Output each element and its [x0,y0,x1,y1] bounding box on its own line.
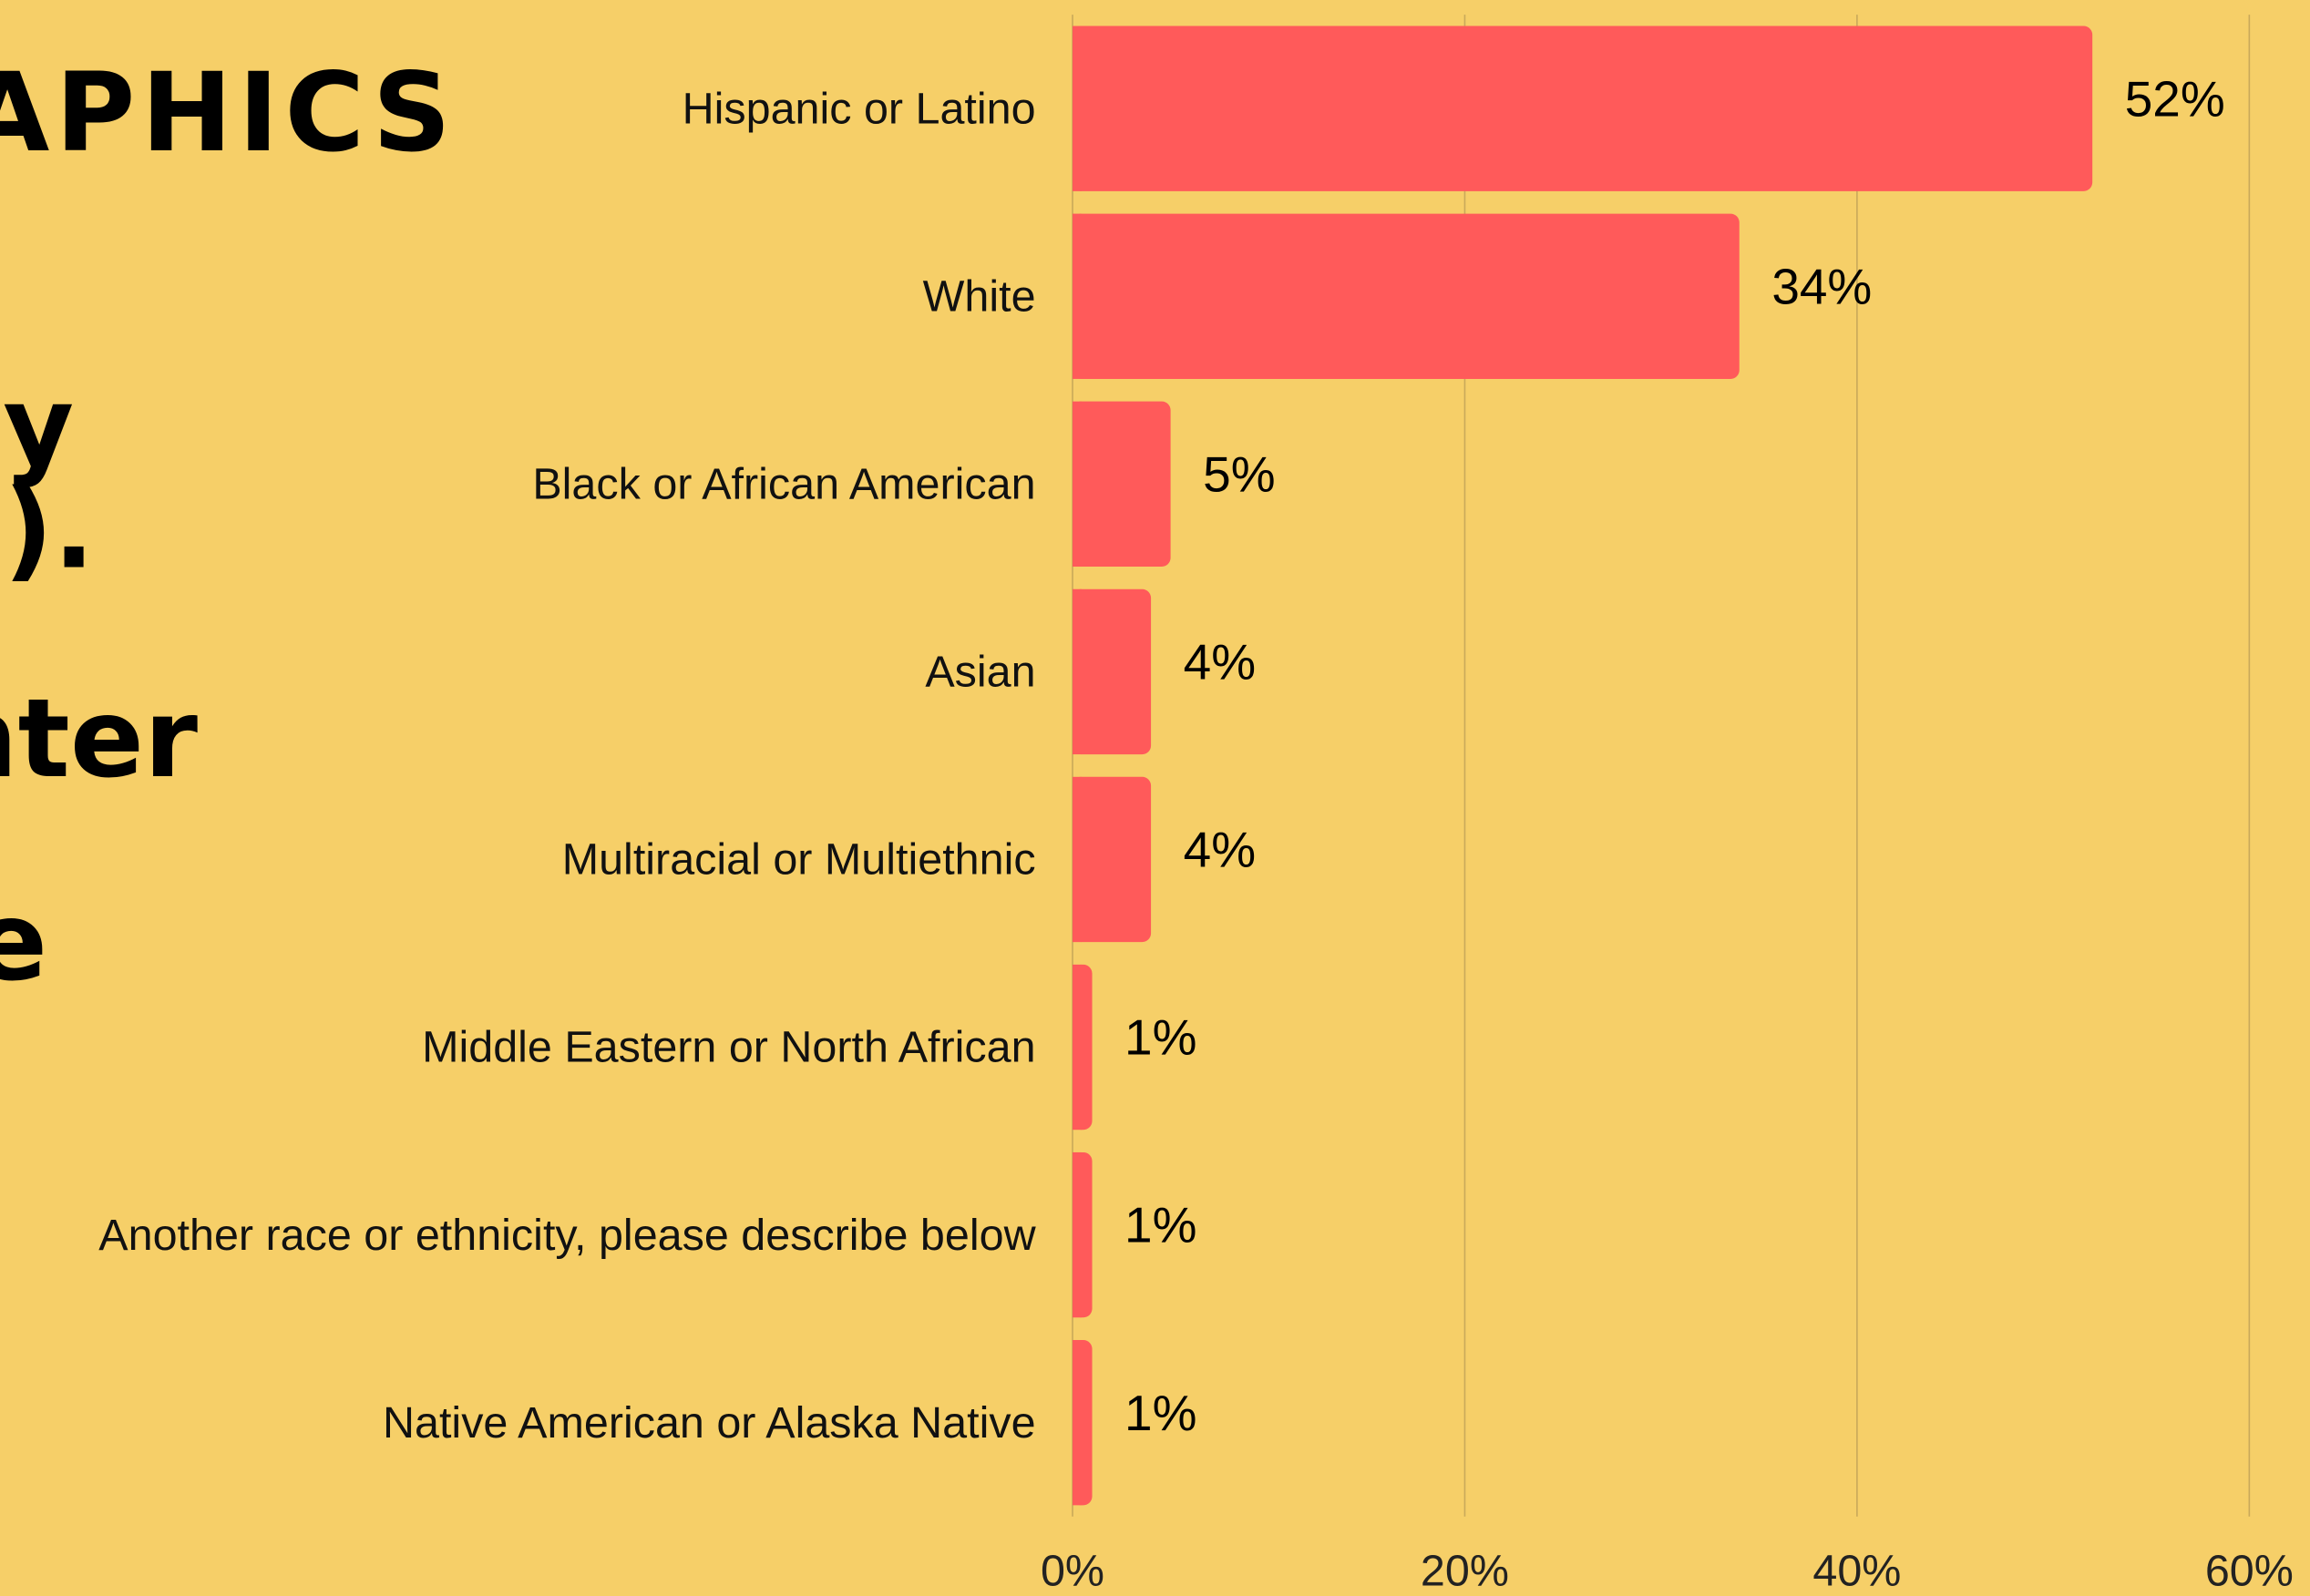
bar [1072,213,1740,379]
header-fragment: n). [0,466,95,593]
header-fragment: enter [0,676,198,803]
category-label: Black or African American [532,459,1035,508]
value-label: 34% [1771,258,1872,314]
value-label: 1% [1124,1385,1196,1441]
bar-left-edge [1072,26,1082,191]
bar [1072,26,2093,191]
x-tick-label: 60% [2205,1547,2294,1596]
category-label: Another race or ethnicity, please descri… [98,1211,1036,1260]
bar [1072,401,1171,568]
category-label: Multiracial or Multiethnic [562,835,1036,885]
bar [1072,776,1152,943]
value-label: 4% [1184,822,1256,878]
bar-left-edge [1072,401,1082,568]
category-label: White [923,271,1036,321]
category-label: Native American or Alaska Native [383,1398,1036,1448]
bar-left-edge [1072,776,1082,943]
value-label: 4% [1184,633,1256,690]
header-fragment: e [0,879,47,1006]
value-label: 5% [1203,445,1275,502]
category-label: Hispanic or Latino [683,84,1036,133]
bar-left-edge [1072,964,1082,1130]
bar [1072,588,1152,755]
header-fragment: ey [0,363,74,490]
x-tick-label: 20% [1421,1547,1509,1596]
bar-left-edge [1072,1151,1082,1318]
category-label: Middle Eastern or North African [422,1023,1035,1072]
category-label: Asian [925,648,1035,697]
bar-left-edge [1072,1340,1082,1506]
value-label: 1% [1124,1197,1196,1253]
bar-left-edge [1072,588,1082,755]
x-tick-label: 0% [1041,1547,1104,1596]
x-tick-label: 40% [1812,1547,1901,1596]
header-fragment: APHICS [0,50,457,177]
value-label: 1% [1124,1009,1196,1066]
value-label: 52% [2125,70,2225,127]
bar-left-edge [1072,213,1082,379]
